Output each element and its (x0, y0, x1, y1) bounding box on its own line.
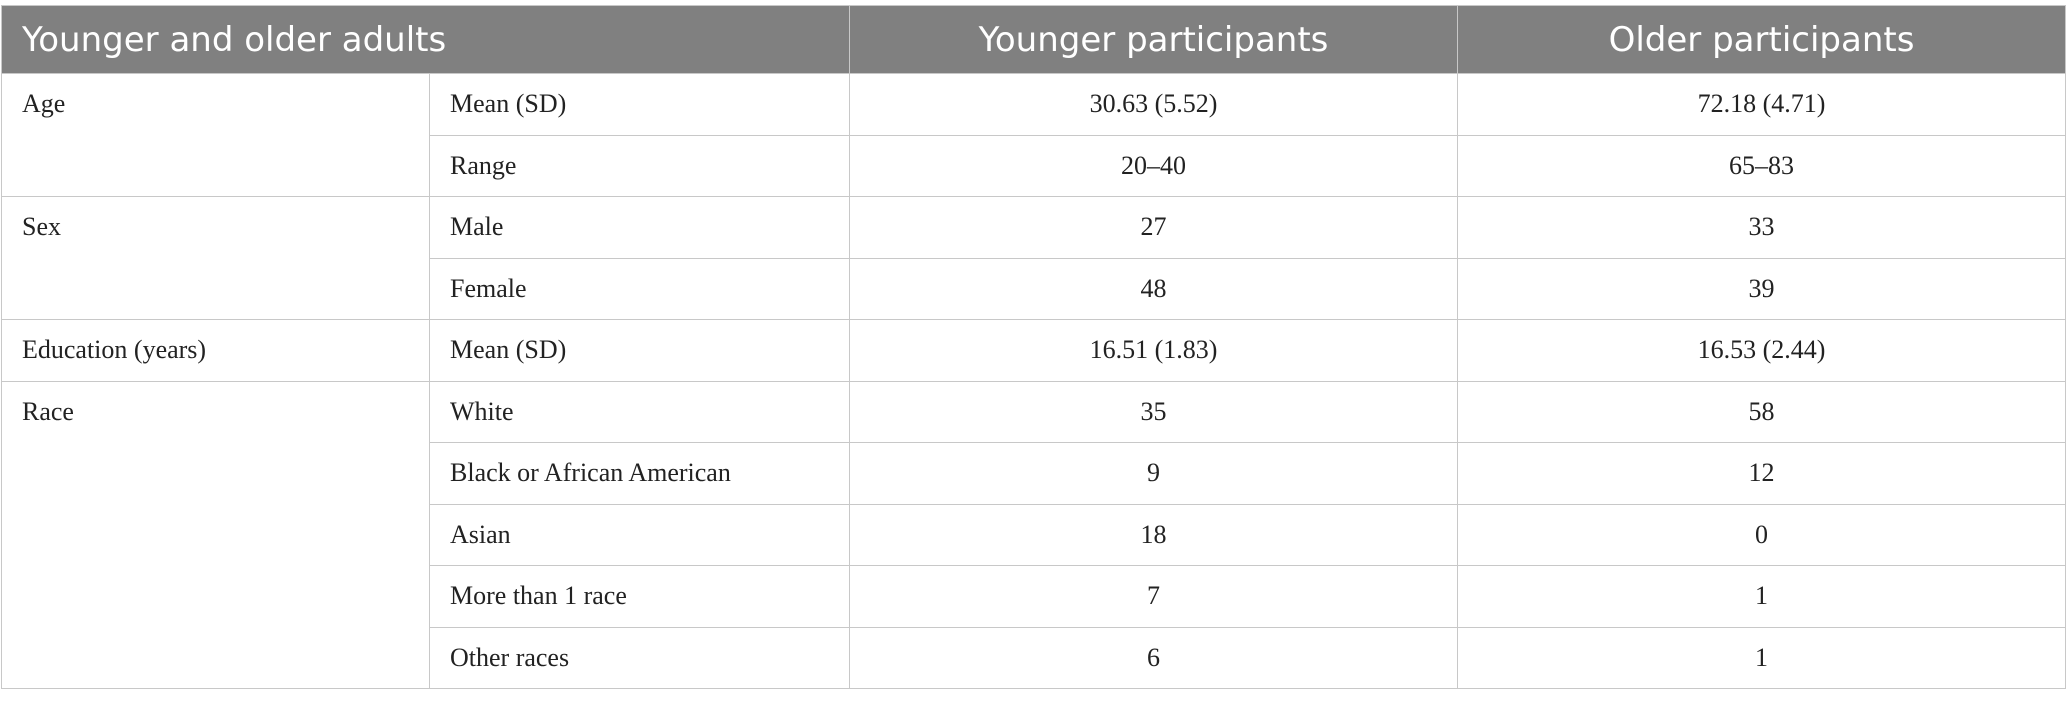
group-label-age: Age (1, 73, 430, 197)
older-value: 1 (1457, 626, 2067, 689)
table-body: Age Mean (SD) 30.63 (5.52) 72.18 (4.71) … (1, 73, 2067, 689)
younger-value: 9 (849, 442, 1459, 505)
older-value: 58 (1457, 380, 2067, 443)
row-sublabel: Mean (SD) (428, 73, 851, 136)
younger-value: 20–40 (849, 134, 1459, 197)
row-sublabel: Range (428, 134, 851, 197)
group-label-education: Education (years) (1, 319, 430, 382)
younger-value: 18 (849, 503, 1459, 566)
table-row: Education (years) Mean (SD) 16.51 (1.83)… (1, 319, 2067, 382)
group-label-sex: Sex (1, 196, 430, 320)
group-label-race: Race (1, 380, 430, 689)
younger-value: 35 (849, 380, 1459, 443)
header-group-column: Younger and older adults (0, 5, 851, 74)
younger-value: 30.63 (5.52) (849, 73, 1459, 136)
older-value: 39 (1457, 257, 2067, 320)
table-row: Sex Male 27 33 (1, 196, 2067, 320)
table-row: Race White 35 58 (1, 380, 2067, 689)
header-older-column: Older participants (1457, 5, 2067, 74)
row-sublabel: Mean (SD) (428, 319, 851, 382)
younger-value: 16.51 (1.83) (849, 319, 1459, 382)
younger-value: 27 (849, 196, 1459, 259)
younger-value: 6 (849, 626, 1459, 689)
older-value: 0 (1457, 503, 2067, 566)
younger-value: 7 (849, 565, 1459, 628)
older-value: 65–83 (1457, 134, 2067, 197)
demographics-table: Younger and older adults Younger partici… (0, 5, 2067, 689)
table-row: Black or African American 9 12 (2, 442, 2067, 505)
older-value: 72.18 (4.71) (1457, 73, 2067, 136)
table-row: Other races 6 1 (2, 626, 2067, 689)
older-value: 16.53 (2.44) (1457, 319, 2067, 382)
row-sublabel: Asian (428, 503, 851, 566)
table-header: Younger and older adults Younger partici… (0, 5, 2067, 74)
table-row: Age Mean (SD) 30.63 (5.52) 72.18 (4.71) (1, 73, 2067, 197)
row-sublabel: Male (428, 196, 851, 259)
header-younger-column: Younger participants (849, 5, 1459, 74)
row-sublabel: Other races (428, 626, 851, 689)
header-row: Younger and older adults Younger partici… (0, 5, 2067, 74)
older-value: 33 (1457, 196, 2067, 259)
younger-value: 48 (849, 257, 1459, 320)
older-value: 12 (1457, 442, 2067, 505)
row-sublabel: Black or African American (428, 442, 851, 505)
older-value: 1 (1457, 565, 2067, 628)
table-row: Asian 18 0 (2, 503, 2067, 566)
row-sublabel: White (428, 380, 851, 443)
table-row: Range 20–40 65–83 (2, 134, 2067, 197)
table-row: More than 1 race 7 1 (2, 565, 2067, 628)
row-sublabel: Female (428, 257, 851, 320)
row-sublabel: More than 1 race (428, 565, 851, 628)
